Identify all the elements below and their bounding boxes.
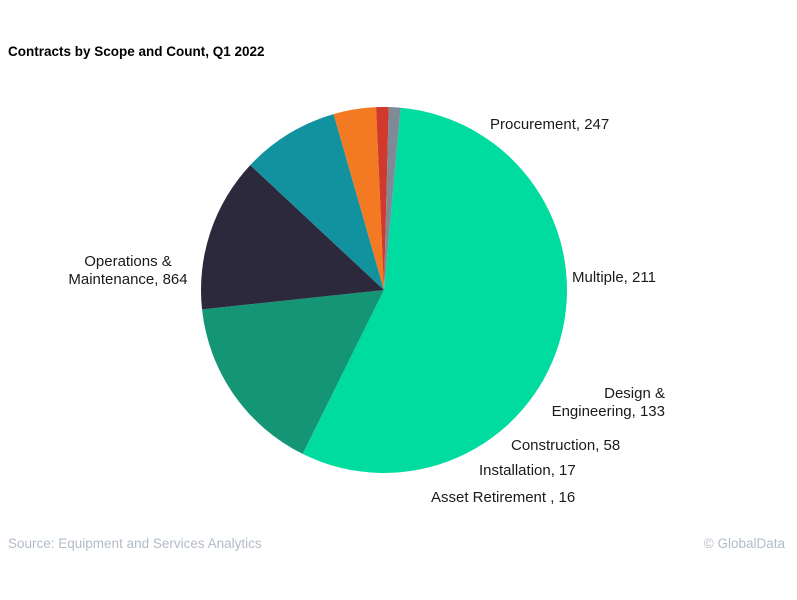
- data-label-line: Engineering, 133: [552, 403, 665, 420]
- pie-slice-operations-maintenance: [302, 107, 567, 473]
- data-label-procurement: Procurement, 247: [490, 116, 609, 133]
- data-label-line: Procurement, 247: [490, 116, 609, 133]
- data-label-line: Construction, 58: [511, 437, 620, 454]
- data-label-construction: Construction, 58: [511, 437, 620, 454]
- data-label-line: Design &: [604, 385, 665, 402]
- pie-slice-design-engineering: [250, 114, 384, 290]
- data-label-design-engineering: Design & Engineering, 133: [552, 385, 665, 420]
- pie-slice-asset-retirement: [384, 107, 401, 290]
- data-label-line: Asset Retirement , 16: [431, 489, 575, 506]
- data-label-line: Multiple, 211: [572, 269, 656, 286]
- chart-title: Contracts by Scope and Count, Q1 2022: [8, 44, 265, 59]
- pie-labels: Operations & Maintenance, 864 Procurement,…: [68, 116, 665, 506]
- source-note: Source: Equipment and Services Analytics: [8, 536, 262, 551]
- pie-slice-construction: [333, 107, 384, 290]
- data-label-operations-maintenance: Operations & Maintenance, 864: [68, 253, 187, 288]
- data-label-line: Maintenance, 864: [68, 271, 187, 288]
- pie-slice-multiple: [200, 165, 384, 310]
- data-label-line: Operations &: [84, 253, 172, 270]
- data-label-asset-retirement: Asset Retirement , 16: [431, 489, 575, 506]
- data-label-line: Installation, 17: [479, 462, 576, 479]
- globaldata-credit: © GlobalData: [703, 536, 785, 551]
- pie-slices: [200, 106, 567, 473]
- pie-slice-installation: [376, 106, 389, 290]
- data-label-multiple: Multiple, 211: [572, 269, 656, 286]
- data-label-installation: Installation, 17: [479, 462, 576, 479]
- pie-slice-procurement: [202, 290, 384, 454]
